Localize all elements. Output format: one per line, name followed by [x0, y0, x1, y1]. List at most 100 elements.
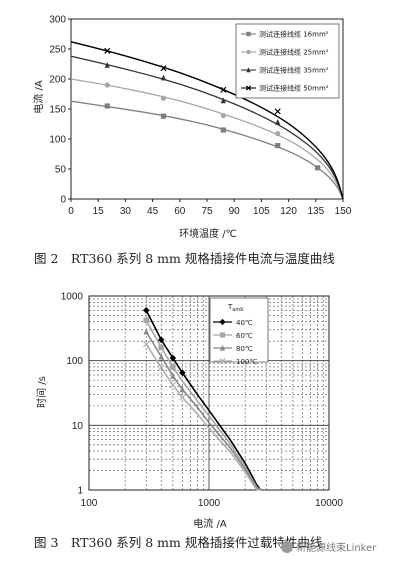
data-point [160, 74, 167, 81]
y-tick-label: 1 [77, 486, 83, 497]
series-line [70, 55, 344, 200]
x-tick-label: 15 [93, 206, 105, 217]
x-tick-label: 75 [201, 206, 213, 217]
data-point [157, 336, 165, 344]
data-point [220, 97, 226, 104]
x-tick-label: 1000 [198, 498, 221, 509]
data-point [179, 394, 186, 401]
x-tick-label: 30 [120, 206, 132, 217]
x-tick-label: 60 [174, 206, 186, 217]
legend-marker [246, 31, 251, 37]
legend-label: 测试连接线缆 25mm² [259, 48, 329, 57]
legend-box [235, 23, 340, 99]
data-point [158, 344, 165, 351]
x-tick-label: 120 [280, 206, 297, 217]
data-point [170, 372, 176, 379]
data-point [275, 143, 281, 149]
data-point [169, 381, 177, 389]
wechat-logo-icon [281, 541, 293, 553]
figure-3-caption: 图 3 RT360 系列 8 mm 规格插接件过载特性曲线 [34, 535, 323, 550]
x-tick-label: 0 [68, 206, 74, 217]
legend-marker [246, 67, 251, 73]
data-point [220, 113, 226, 119]
data-point [275, 131, 281, 137]
legend-title-main: T [227, 303, 233, 311]
series-line [145, 319, 262, 491]
data-point [158, 353, 165, 360]
series-line [70, 41, 344, 200]
legend-label: 60℃ [236, 332, 253, 340]
data-point [220, 86, 227, 93]
data-point [170, 364, 176, 370]
legend-label: 40℃ [236, 319, 253, 327]
legend-marker [246, 49, 251, 55]
y-tick-label: 100 [66, 356, 83, 367]
y-tick-label: 200 [49, 75, 66, 86]
data-point [275, 119, 281, 125]
x-tick-label: 10000 [315, 498, 343, 509]
legend-label: 80℃ [236, 345, 253, 353]
x-tick-label: 105 [253, 206, 270, 217]
data-point [160, 65, 167, 72]
legend-box [209, 297, 269, 363]
overload-characteristic-chart: 100 1000 10000 1 10 100 1000 电流 /A 时间 /s Tamb … [35, 292, 343, 531]
data-point [160, 95, 167, 101]
data-point [104, 47, 111, 54]
legend: 测试连接线缆 16mm² 测试连接线缆 25mm² 测试连接线缆 35mm² 测试连接… [235, 23, 340, 99]
legend-marker [219, 357, 226, 365]
data-point [274, 108, 281, 115]
data-point [179, 385, 186, 393]
y-tick-label: 0 [60, 195, 66, 206]
plot-area: 100 1000 10000 1 10 100 1000 [61, 292, 344, 510]
data-point [143, 317, 150, 324]
y-tick-label: 50 [55, 165, 67, 176]
x-tick-label: 135 [307, 206, 324, 217]
y-tick-label: 150 [49, 105, 66, 116]
data-point [104, 82, 110, 88]
series-line [70, 100, 344, 200]
legend-label: 测试连接线缆 50mm² [259, 84, 329, 93]
legend-label: 测试连接线缆 16mm² [259, 30, 329, 39]
y-axis-label: 电流 /A [32, 80, 45, 114]
y-tick-label: 1000 [61, 292, 84, 303]
series-line [145, 309, 262, 491]
legend-label: 100℃ [236, 358, 257, 366]
legend-title-sub: amb [232, 307, 243, 313]
legend-title: Tamb [227, 303, 243, 313]
y-tick-label: 250 [49, 45, 66, 56]
watermark: 新能源线束Linker [281, 541, 377, 554]
series-line [145, 331, 262, 491]
y-axis-label: 时间 /s [35, 376, 48, 408]
x-axis-label: 电流 /A [193, 517, 227, 530]
x-tick-label: 150 [335, 206, 352, 217]
data-point [142, 307, 150, 314]
watermark-text: 新能源线束Linker [296, 541, 377, 554]
legend-marker [245, 85, 252, 91]
legend-marker [219, 318, 226, 326]
data-point [104, 62, 110, 68]
data-point [143, 340, 150, 348]
data-point [169, 354, 177, 362]
y-tick-label: 100 [49, 135, 66, 146]
x-tick-label: 100 [81, 498, 98, 509]
data-point [315, 165, 321, 171]
data-point [143, 328, 150, 335]
x-axis-label: 环境温度 /℃ [179, 227, 237, 240]
plot-frame [88, 295, 330, 491]
legend-label: 测试连接线缆 35mm² [259, 66, 329, 75]
data-point [158, 364, 165, 371]
series-line [70, 78, 344, 200]
series-line [145, 343, 261, 491]
x-tick-label: 45 [147, 206, 159, 217]
plot-area: 0 15 30 45 60 75 90 105 120 135 150 0 50 100 150 200 250… [49, 15, 351, 218]
data-point [220, 127, 226, 133]
data-point [160, 113, 167, 119]
current-temperature-chart: 0 15 30 45 60 75 90 105 120 135 150 0 50 100 150 200 250… [32, 15, 352, 241]
legend: Tamb 40℃ 60℃ 80℃ 100℃ [209, 297, 269, 366]
data-point [179, 369, 186, 377]
figure-2-caption: 图 2 RT360 系列 8 mm 规格插接件电流与温度曲线 [34, 251, 335, 266]
y-tick-label: 10 [72, 421, 84, 432]
legend-marker [219, 332, 226, 338]
x-tick-label: 90 [229, 206, 241, 217]
